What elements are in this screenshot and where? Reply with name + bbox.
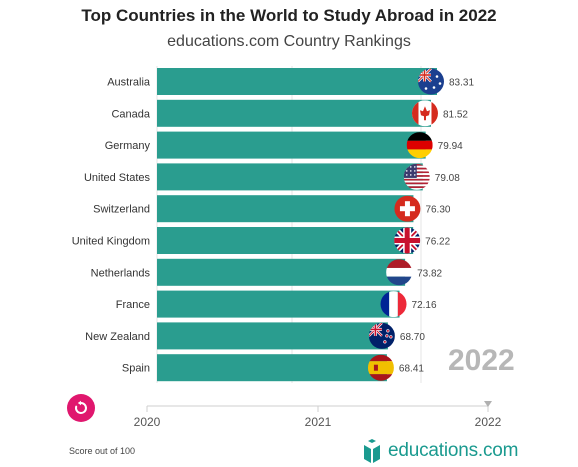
bar bbox=[157, 68, 437, 95]
replay-icon bbox=[75, 400, 87, 414]
spain-flag bbox=[367, 354, 394, 381]
value-label: 68.41 bbox=[399, 364, 424, 375]
united-kingdom-flag bbox=[394, 227, 421, 254]
replay-button[interactable] bbox=[67, 394, 95, 422]
timeline-tick-label: 2020 bbox=[134, 415, 161, 429]
category-label: Spain bbox=[122, 363, 150, 375]
bar bbox=[157, 227, 414, 254]
logo-text: educations.com bbox=[388, 440, 519, 461]
bar bbox=[157, 99, 431, 127]
timeline-tick-label: 2021 bbox=[305, 415, 332, 429]
category-label: New Zealand bbox=[85, 331, 150, 343]
value-label: 68.70 bbox=[400, 332, 425, 343]
bar bbox=[157, 290, 400, 318]
bar bbox=[157, 131, 426, 159]
value-label: 73.82 bbox=[417, 268, 442, 279]
value-label: 72.16 bbox=[412, 300, 437, 311]
current-year-label: 2022 bbox=[448, 344, 515, 377]
value-label: 79.94 bbox=[438, 141, 463, 152]
category-label: Australia bbox=[107, 77, 151, 89]
timeline-handle[interactable] bbox=[484, 401, 492, 407]
category-label: France bbox=[116, 299, 150, 311]
new-zealand-flag bbox=[368, 322, 395, 349]
score-note: Score out of 100 bbox=[69, 446, 136, 456]
bar bbox=[157, 322, 388, 350]
value-label: 76.22 bbox=[425, 237, 450, 248]
bar bbox=[157, 354, 387, 382]
value-label: 81.52 bbox=[443, 109, 468, 120]
germany-flag bbox=[406, 132, 433, 159]
category-label: United Kingdom bbox=[72, 236, 150, 248]
value-label: 76.30 bbox=[425, 205, 450, 216]
chart-subtitle: educations.com Country Rankings bbox=[167, 33, 411, 50]
timeline-tick-label: 2022 bbox=[475, 415, 502, 429]
value-label: 79.08 bbox=[435, 173, 460, 184]
value-label: 83.31 bbox=[449, 78, 474, 89]
canada-flag bbox=[411, 100, 438, 127]
logo-mark-icon bbox=[364, 439, 380, 463]
category-label: Canada bbox=[111, 108, 150, 120]
bar bbox=[157, 163, 423, 191]
bar bbox=[157, 195, 414, 223]
switzerland-flag bbox=[394, 195, 421, 222]
australia-flag bbox=[418, 68, 444, 95]
france-flag bbox=[380, 291, 407, 318]
category-label: Germany bbox=[105, 140, 151, 152]
united-states-flag bbox=[403, 163, 430, 190]
bar bbox=[157, 258, 406, 286]
netherlands-flag bbox=[386, 259, 413, 286]
educations-logo[interactable]: educations.com bbox=[362, 438, 518, 464]
category-label: Switzerland bbox=[93, 204, 150, 216]
chart-title: Top Countries in the World to Study Abro… bbox=[81, 6, 497, 25]
category-label: United States bbox=[84, 172, 151, 184]
category-label: Netherlands bbox=[91, 267, 151, 279]
